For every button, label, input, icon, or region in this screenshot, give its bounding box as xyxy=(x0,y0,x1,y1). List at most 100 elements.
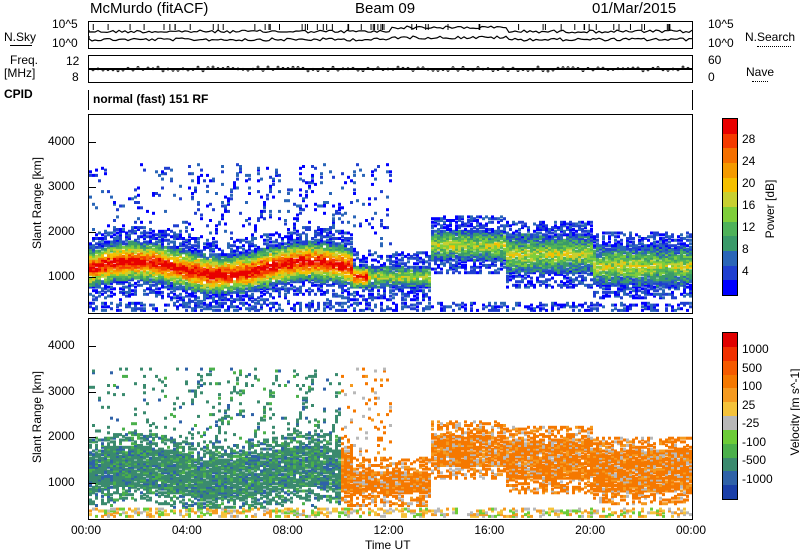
heatmap-cell xyxy=(110,195,113,199)
heatmap-cell xyxy=(320,256,323,260)
heatmap-cell xyxy=(323,290,326,294)
heatmap-cell xyxy=(197,245,200,249)
heatmap-cell xyxy=(284,254,287,258)
heatmap-cell xyxy=(305,258,308,262)
nave-point xyxy=(276,65,280,69)
heatmap-cell xyxy=(287,244,290,248)
heatmap-cell xyxy=(200,276,203,280)
heatmap-cell xyxy=(455,226,458,230)
heatmap-cell xyxy=(296,242,299,246)
heatmap-cell xyxy=(425,269,428,273)
heatmap-cell xyxy=(224,280,227,284)
heatmap-cell xyxy=(365,256,368,260)
heatmap-cell xyxy=(461,222,464,226)
heatmap-cell xyxy=(248,242,251,246)
heatmap-cell xyxy=(305,253,308,257)
heatmap-cell xyxy=(302,265,305,269)
heatmap-cell xyxy=(341,235,344,239)
heatmap-cell xyxy=(566,226,569,230)
heatmap-cell xyxy=(434,220,437,224)
heatmap-cell xyxy=(512,222,515,226)
heatmap-cell xyxy=(551,260,554,264)
heatmap-cell xyxy=(542,262,545,266)
heatmap-cell xyxy=(557,303,560,307)
heatmap-cell xyxy=(527,229,530,233)
heatmap-cell xyxy=(557,240,560,244)
heatmap-cell xyxy=(473,229,476,233)
heatmap-cell xyxy=(95,274,98,278)
heatmap-cell xyxy=(314,274,317,278)
heatmap-cell xyxy=(422,267,425,271)
heatmap-cell xyxy=(542,226,545,230)
heatmap-cell xyxy=(419,265,422,269)
heatmap-cell xyxy=(287,238,290,242)
heatmap-cell xyxy=(140,253,143,257)
heatmap-cell xyxy=(194,281,197,285)
heatmap-cell xyxy=(434,262,437,266)
heatmap-cell xyxy=(251,285,254,289)
heatmap-cell xyxy=(335,301,338,305)
heatmap-cell xyxy=(479,247,482,251)
heatmap-cell xyxy=(257,172,260,176)
heatmap-cell xyxy=(329,254,332,258)
heatmap-cell xyxy=(203,269,206,273)
heatmap-cell xyxy=(389,290,392,294)
heatmap-cell xyxy=(488,251,491,255)
heatmap-cell xyxy=(536,260,539,264)
heatmap-cell xyxy=(491,238,494,242)
heatmap-cell xyxy=(221,165,224,168)
heatmap-cell xyxy=(467,247,470,251)
power-heatmap xyxy=(89,163,692,312)
heatmap-cell xyxy=(197,202,200,206)
heatmap-cell xyxy=(536,276,539,280)
heatmap-cell xyxy=(326,242,329,246)
heatmap-cell xyxy=(509,237,512,240)
heatmap-cell xyxy=(470,219,473,222)
heatmap-cell xyxy=(257,253,260,257)
heatmap-cell xyxy=(551,245,554,249)
heatmap-cell xyxy=(107,274,110,278)
heatmap-cell xyxy=(278,251,281,255)
heatmap-cell xyxy=(338,258,341,262)
heatmap-cell xyxy=(275,281,278,285)
heatmap-cell xyxy=(206,224,209,228)
heatmap-cell xyxy=(152,269,155,273)
heatmap-cell xyxy=(209,271,212,275)
heatmap-cell xyxy=(533,254,536,258)
heatmap-cell xyxy=(173,292,176,296)
heatmap-cell xyxy=(269,307,272,311)
heatmap-cell xyxy=(281,253,284,257)
heatmap-cell xyxy=(266,269,269,273)
heatmap-cell xyxy=(500,263,503,267)
heatmap-cell xyxy=(521,258,524,262)
heatmap-cell xyxy=(389,179,392,183)
heatmap-cell xyxy=(200,253,203,257)
heatmap-cell xyxy=(482,249,485,253)
heatmap-cell xyxy=(107,269,110,273)
nave-point xyxy=(326,69,330,72)
heatmap-cell xyxy=(260,276,263,280)
heatmap-cell xyxy=(194,287,197,291)
heatmap-cell xyxy=(545,260,548,264)
heatmap-cell xyxy=(188,222,191,226)
heatmap-cell xyxy=(422,285,425,289)
heatmap-cell xyxy=(413,276,416,280)
heatmap-cell xyxy=(371,265,374,269)
heatmap-cell xyxy=(281,308,284,312)
heatmap-cell xyxy=(371,289,374,293)
heatmap-cell xyxy=(335,274,338,278)
heatmap-cell xyxy=(257,278,260,282)
heatmap-cell xyxy=(161,172,164,176)
heatmap-cell xyxy=(146,251,149,255)
heatmap-cell xyxy=(182,296,185,300)
heatmap-cell xyxy=(401,256,404,260)
heatmap-cell xyxy=(473,251,476,255)
heatmap-cell xyxy=(137,249,140,253)
heatmap-cell xyxy=(248,287,251,291)
heatmap-cell xyxy=(443,245,446,249)
heatmap-cell xyxy=(542,260,545,264)
heatmap-cell xyxy=(146,280,149,284)
heatmap-cell xyxy=(182,267,185,271)
heatmap-cell xyxy=(344,278,347,282)
heatmap-cell xyxy=(245,271,248,275)
